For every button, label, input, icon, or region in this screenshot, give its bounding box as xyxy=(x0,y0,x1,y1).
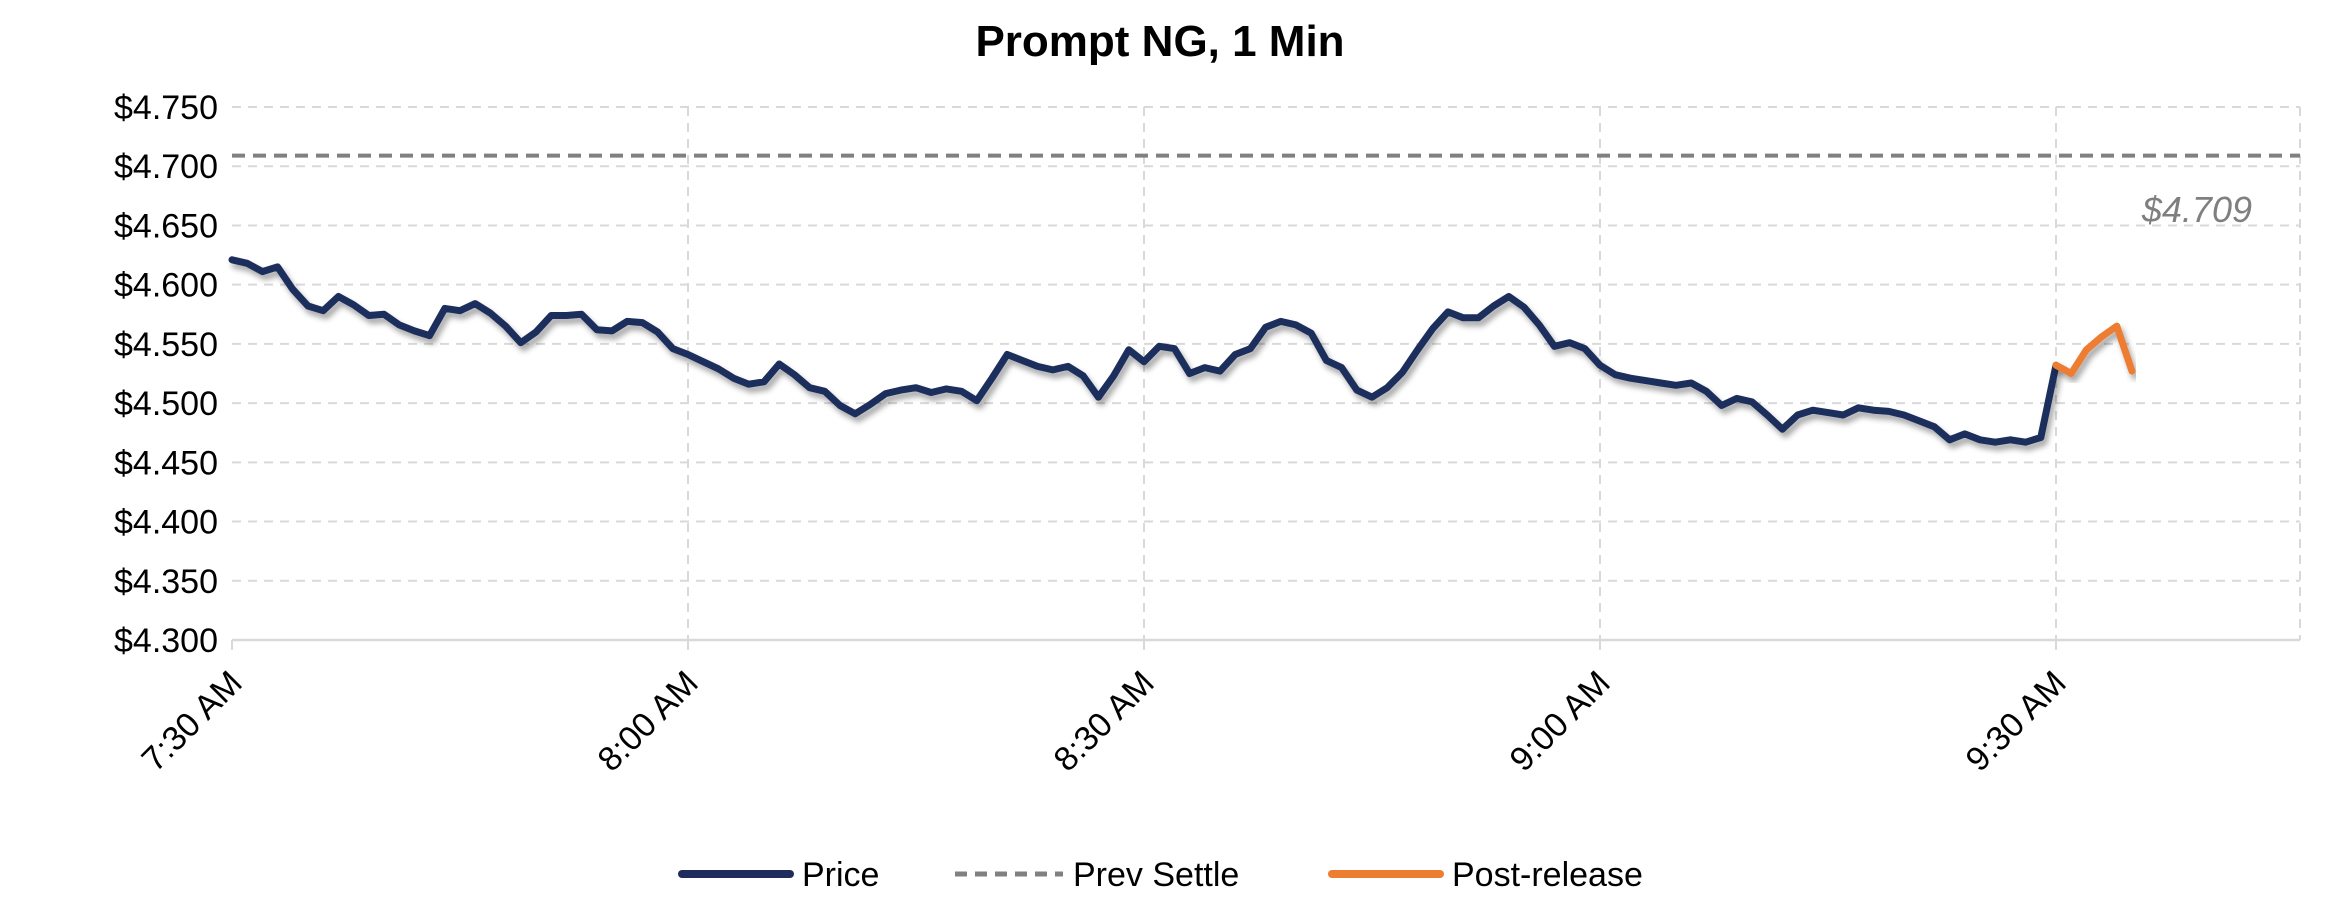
legend-label-prev-settle: Prev Settle xyxy=(1073,856,1239,894)
legend: Price Prev Settle Post-release xyxy=(678,856,1643,894)
y-tick-label: $4.350 xyxy=(114,563,218,601)
y-axis-ticks: $4.300 $4.350 $4.400 $4.450 $4.500 $4.550 $4.6… xyxy=(114,89,218,660)
series-line-post-release xyxy=(2052,322,2136,377)
y-tick-label: $4.650 xyxy=(114,207,218,245)
chart-title: Prompt NG, 1 Min xyxy=(975,17,1344,66)
prev-settle-annotation: $4.709 xyxy=(2141,189,2252,230)
y-tick-label: $4.300 xyxy=(114,622,218,660)
series-line-price xyxy=(228,256,2060,446)
grid xyxy=(232,106,2301,640)
series-layer xyxy=(228,153,2300,446)
legend-label-price: Price xyxy=(802,856,879,894)
y-tick-label: $4.700 xyxy=(114,148,218,186)
legend-item-post-release: Post-release xyxy=(1328,856,1643,894)
y-tick-label: $4.500 xyxy=(114,385,218,423)
y-tick-label: $4.550 xyxy=(114,326,218,364)
legend-item-price: Price xyxy=(678,856,879,894)
y-tick-label: $4.600 xyxy=(114,267,218,305)
y-tick-label: $4.450 xyxy=(114,444,218,482)
axes xyxy=(231,638,2300,650)
y-tick-label: $4.750 xyxy=(114,89,218,127)
legend-label-post-release: Post-release xyxy=(1452,856,1643,894)
y-tick-label: $4.400 xyxy=(114,504,218,542)
legend-item-prev-settle: Prev Settle xyxy=(955,856,1239,894)
